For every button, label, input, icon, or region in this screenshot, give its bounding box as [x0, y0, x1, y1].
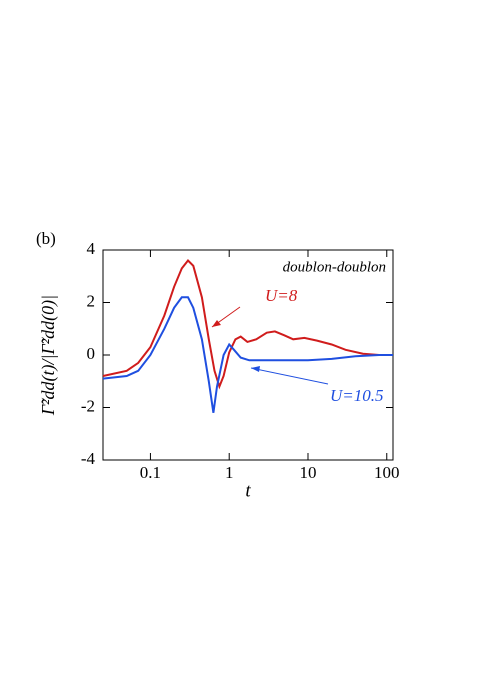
- series-line: [102, 258, 393, 390]
- series-line: [102, 296, 393, 413]
- series-label: U=10.5: [330, 386, 384, 405]
- x-tick-label: 10: [299, 463, 316, 482]
- y-tick-label: 4: [87, 239, 96, 258]
- plot-frame: [102, 249, 394, 461]
- x-tick-label: 0.1: [140, 463, 161, 482]
- y-axis-label: Γ̃²dd(t)/|Γ̃²dd(0)|: [38, 295, 59, 416]
- x-tick-label: 100: [374, 463, 400, 482]
- x-axis-label: t: [245, 480, 251, 501]
- annotation: doublon-doublon: [283, 259, 386, 275]
- y-tick-label: 2: [87, 291, 96, 310]
- y-tick-label: -4: [81, 449, 96, 468]
- y-tick-label: -2: [81, 396, 95, 415]
- panel-label: (b): [36, 229, 56, 248]
- annotation-arrow: [250, 367, 329, 385]
- y-tick-label: 0: [87, 344, 96, 363]
- series-label: U=8: [265, 286, 298, 305]
- x-tick-label: 1: [225, 463, 234, 482]
- arrow-head: [251, 366, 260, 372]
- arrow-head: [212, 320, 221, 327]
